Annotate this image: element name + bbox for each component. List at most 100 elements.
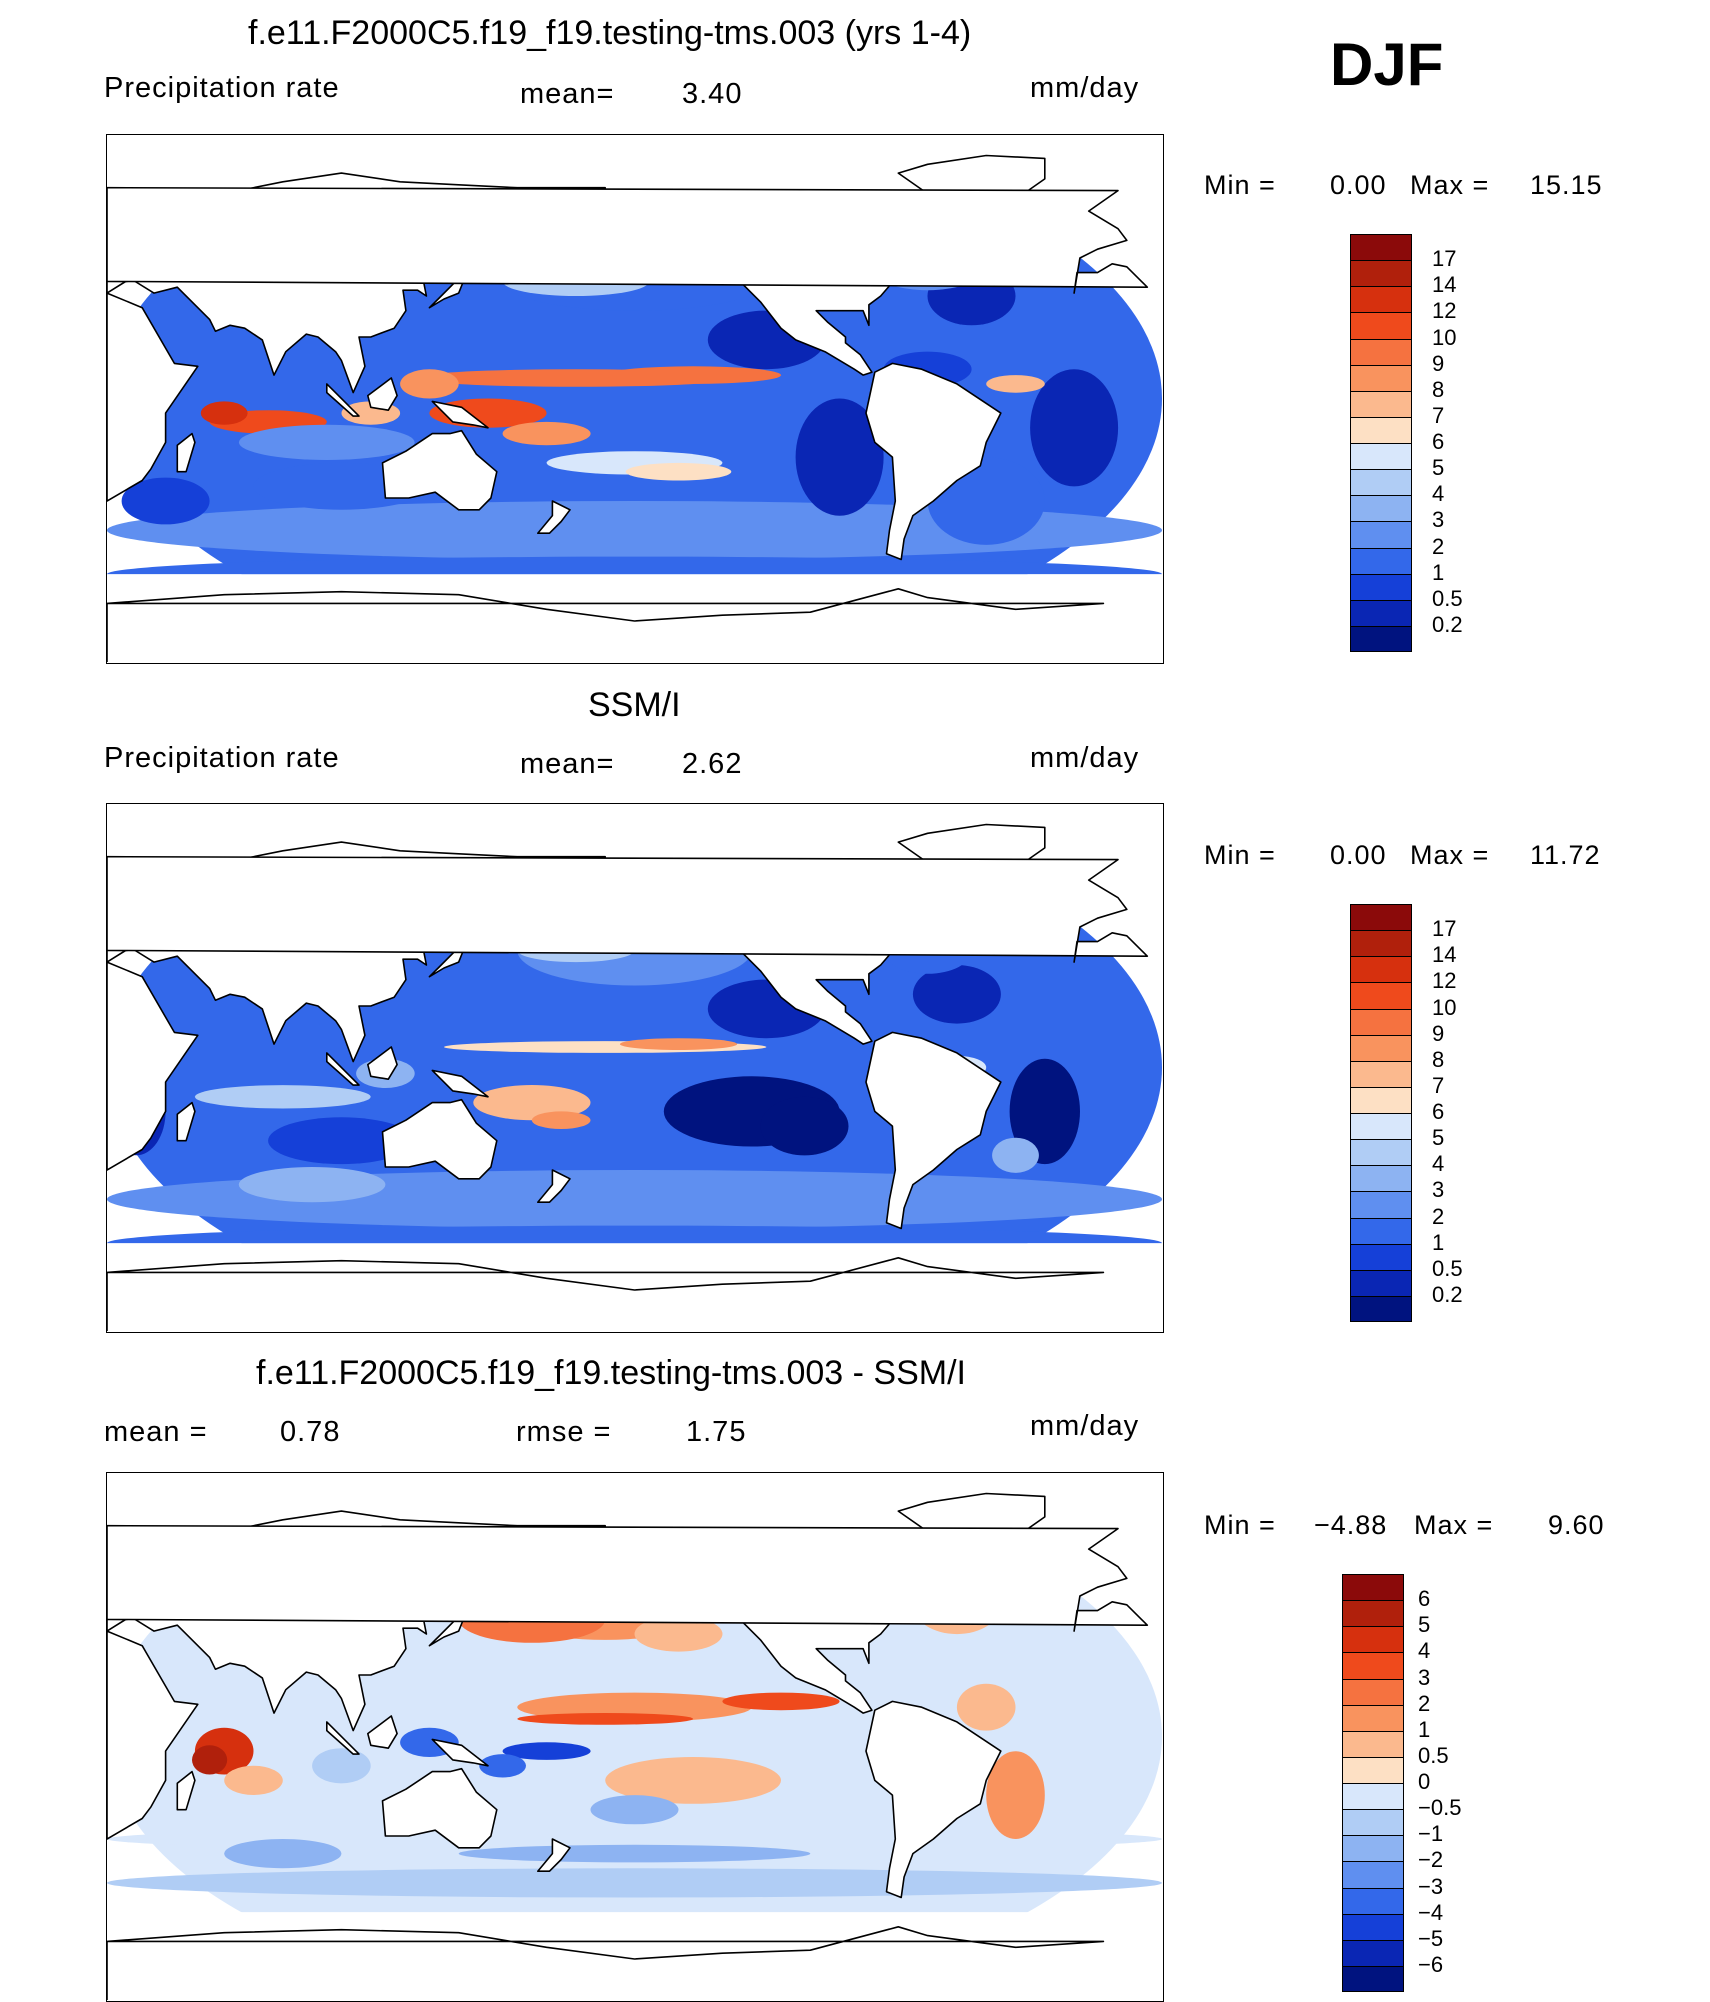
field-patch <box>634 1616 723 1652</box>
colorbar-tick-label: 8 <box>1432 1046 1445 1072</box>
colorbar-segment <box>1350 312 1412 339</box>
panel-2-min-value: 0.00 <box>1330 840 1387 870</box>
field-patch <box>238 424 415 460</box>
colorbar-tick-label: 3 <box>1432 507 1445 533</box>
colorbar-segment <box>1350 547 1412 574</box>
colorbar-segment <box>1350 443 1412 470</box>
continent-outline <box>107 855 1149 963</box>
continent-outline <box>537 500 571 534</box>
colorbar-tick-label: 5 <box>1418 1612 1431 1638</box>
colorbar-segment <box>1350 956 1412 983</box>
panel-2-map <box>106 803 1164 1333</box>
field-patch <box>590 1795 679 1825</box>
continent-outline <box>537 1838 571 1872</box>
panel-3-units: mm/day <box>1030 1410 1140 1442</box>
colorbar-segment <box>1342 1939 1404 1966</box>
colorbar-segment <box>1342 1913 1404 1940</box>
panel-3-max-label: Max = <box>1414 1510 1494 1540</box>
colorbar-segment <box>1350 1060 1412 1087</box>
continent-outline <box>326 1052 360 1086</box>
panel-2-units: mm/day <box>1030 742 1140 774</box>
colorbar-tick-label: −2 <box>1418 1847 1444 1873</box>
continent-outline <box>865 1031 1002 1230</box>
continent-outline <box>176 1101 196 1142</box>
panel-3-map <box>106 1472 1164 2002</box>
continent-outline <box>107 292 199 502</box>
colorbar-frame <box>1342 1574 1404 1992</box>
field-patch <box>956 1683 1016 1731</box>
continent-outline <box>865 1700 1002 1899</box>
colorbar-segment <box>1350 390 1412 417</box>
colorbar-tick-label: 2 <box>1418 1690 1431 1716</box>
colorbar-segment <box>1350 1113 1412 1140</box>
field-patch <box>200 401 248 425</box>
colorbar-segment <box>1350 234 1412 261</box>
colorbar-segment <box>1350 260 1412 287</box>
colorbar-tick-label: 1 <box>1418 1716 1431 1742</box>
field-patch <box>224 1839 342 1869</box>
continent-outline <box>107 186 1149 294</box>
panel-1-min-label: Min = <box>1204 170 1276 200</box>
panel-1-units: mm/day <box>1030 72 1140 104</box>
colorbar-segment <box>1350 1139 1412 1166</box>
colorbar-segment <box>1342 1626 1404 1653</box>
colorbar-tick-label: 12 <box>1432 968 1457 994</box>
field-patch <box>107 556 1162 575</box>
continent-outline <box>107 588 1105 662</box>
field-patch <box>479 1754 526 1778</box>
panel-3-min-value: −4.88 <box>1314 1510 1388 1540</box>
panel-2-colorbar: 17 14 12 10 9 8 7 6 5 4 3 2 1 0.5 0.2 <box>1350 904 1463 1322</box>
panel-2-mean-value: 2.62 <box>682 748 743 780</box>
continent-outline <box>107 1926 1105 2000</box>
colorbar-segment <box>1342 1574 1404 1601</box>
panel-1-max-label: Max = <box>1410 170 1490 200</box>
panel-3-mean-label: mean = <box>104 1416 208 1448</box>
colorbar-tick-label: 5 <box>1432 455 1445 481</box>
field-patch <box>1009 1058 1080 1165</box>
colorbar-tick-label: 10 <box>1432 994 1457 1020</box>
colorbar-tick-label: 2 <box>1432 1203 1445 1229</box>
panel-1-variable: Precipitation rate <box>104 72 340 104</box>
colorbar-tick-label: 1 <box>1432 559 1445 585</box>
panel-3-rmse-value: 1.75 <box>686 1416 747 1448</box>
colorbar-tick-label: 3 <box>1432 1177 1445 1203</box>
colorbar-tick-label: −6 <box>1418 1951 1444 1977</box>
colorbar-tick-label: 9 <box>1432 350 1445 376</box>
colorbar-segment <box>1342 1861 1404 1888</box>
field-patch <box>986 375 1045 393</box>
field-patch <box>473 1085 591 1121</box>
panel-1-mean-value: 3.40 <box>682 78 743 110</box>
panel-3-min-label: Min = <box>1204 1510 1276 1540</box>
panel-2-max-label: Max = <box>1410 840 1490 870</box>
colorbar-tick-label: 7 <box>1432 402 1445 428</box>
colorbar-tick-label: 0.5 <box>1432 585 1463 611</box>
field-patch <box>400 369 459 399</box>
panel-3-title: f.e11.F2000C5.f19_f19.testing-tms.003 - … <box>256 1354 966 1392</box>
colorbar-segment <box>1342 1652 1404 1679</box>
field-patch <box>224 1765 283 1795</box>
field-patch <box>107 1868 1162 1898</box>
panel-1-colorbar: 17 14 12 10 9 8 7 6 5 4 3 2 1 0.5 0.2 <box>1350 234 1463 652</box>
colorbar-tick-label: −1 <box>1418 1821 1444 1847</box>
colorbar-tick-label: 0.2 <box>1432 1281 1463 1307</box>
continent-outline <box>326 1721 360 1755</box>
colorbar-segment <box>1350 599 1412 626</box>
continent-outline <box>176 1770 196 1811</box>
continent-outline <box>367 1046 398 1080</box>
colorbar-segment <box>1350 1086 1412 1113</box>
colorbar-tick-label: 8 <box>1432 376 1445 402</box>
colorbar-tick-label: 0 <box>1418 1769 1431 1794</box>
field-patch <box>760 1096 849 1156</box>
colorbar-segment <box>1350 286 1412 313</box>
colorbar-segment <box>1350 1034 1412 1061</box>
field-patch <box>107 1225 1162 1244</box>
panel-2-max-value: 11.72 <box>1530 840 1601 870</box>
continent-outline <box>176 432 196 473</box>
field-patch <box>795 398 884 516</box>
panel-3-mean-value: 0.78 <box>280 1416 341 1448</box>
colorbar-segment <box>1350 338 1412 365</box>
field-patch <box>912 965 1001 1024</box>
continent-outline <box>865 362 1002 561</box>
colorbar-tick-label: 7 <box>1432 1072 1445 1098</box>
field-patch <box>502 1742 591 1760</box>
